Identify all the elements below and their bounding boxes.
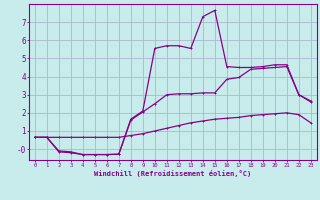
X-axis label: Windchill (Refroidissement éolien,°C): Windchill (Refroidissement éolien,°C) (94, 170, 252, 177)
